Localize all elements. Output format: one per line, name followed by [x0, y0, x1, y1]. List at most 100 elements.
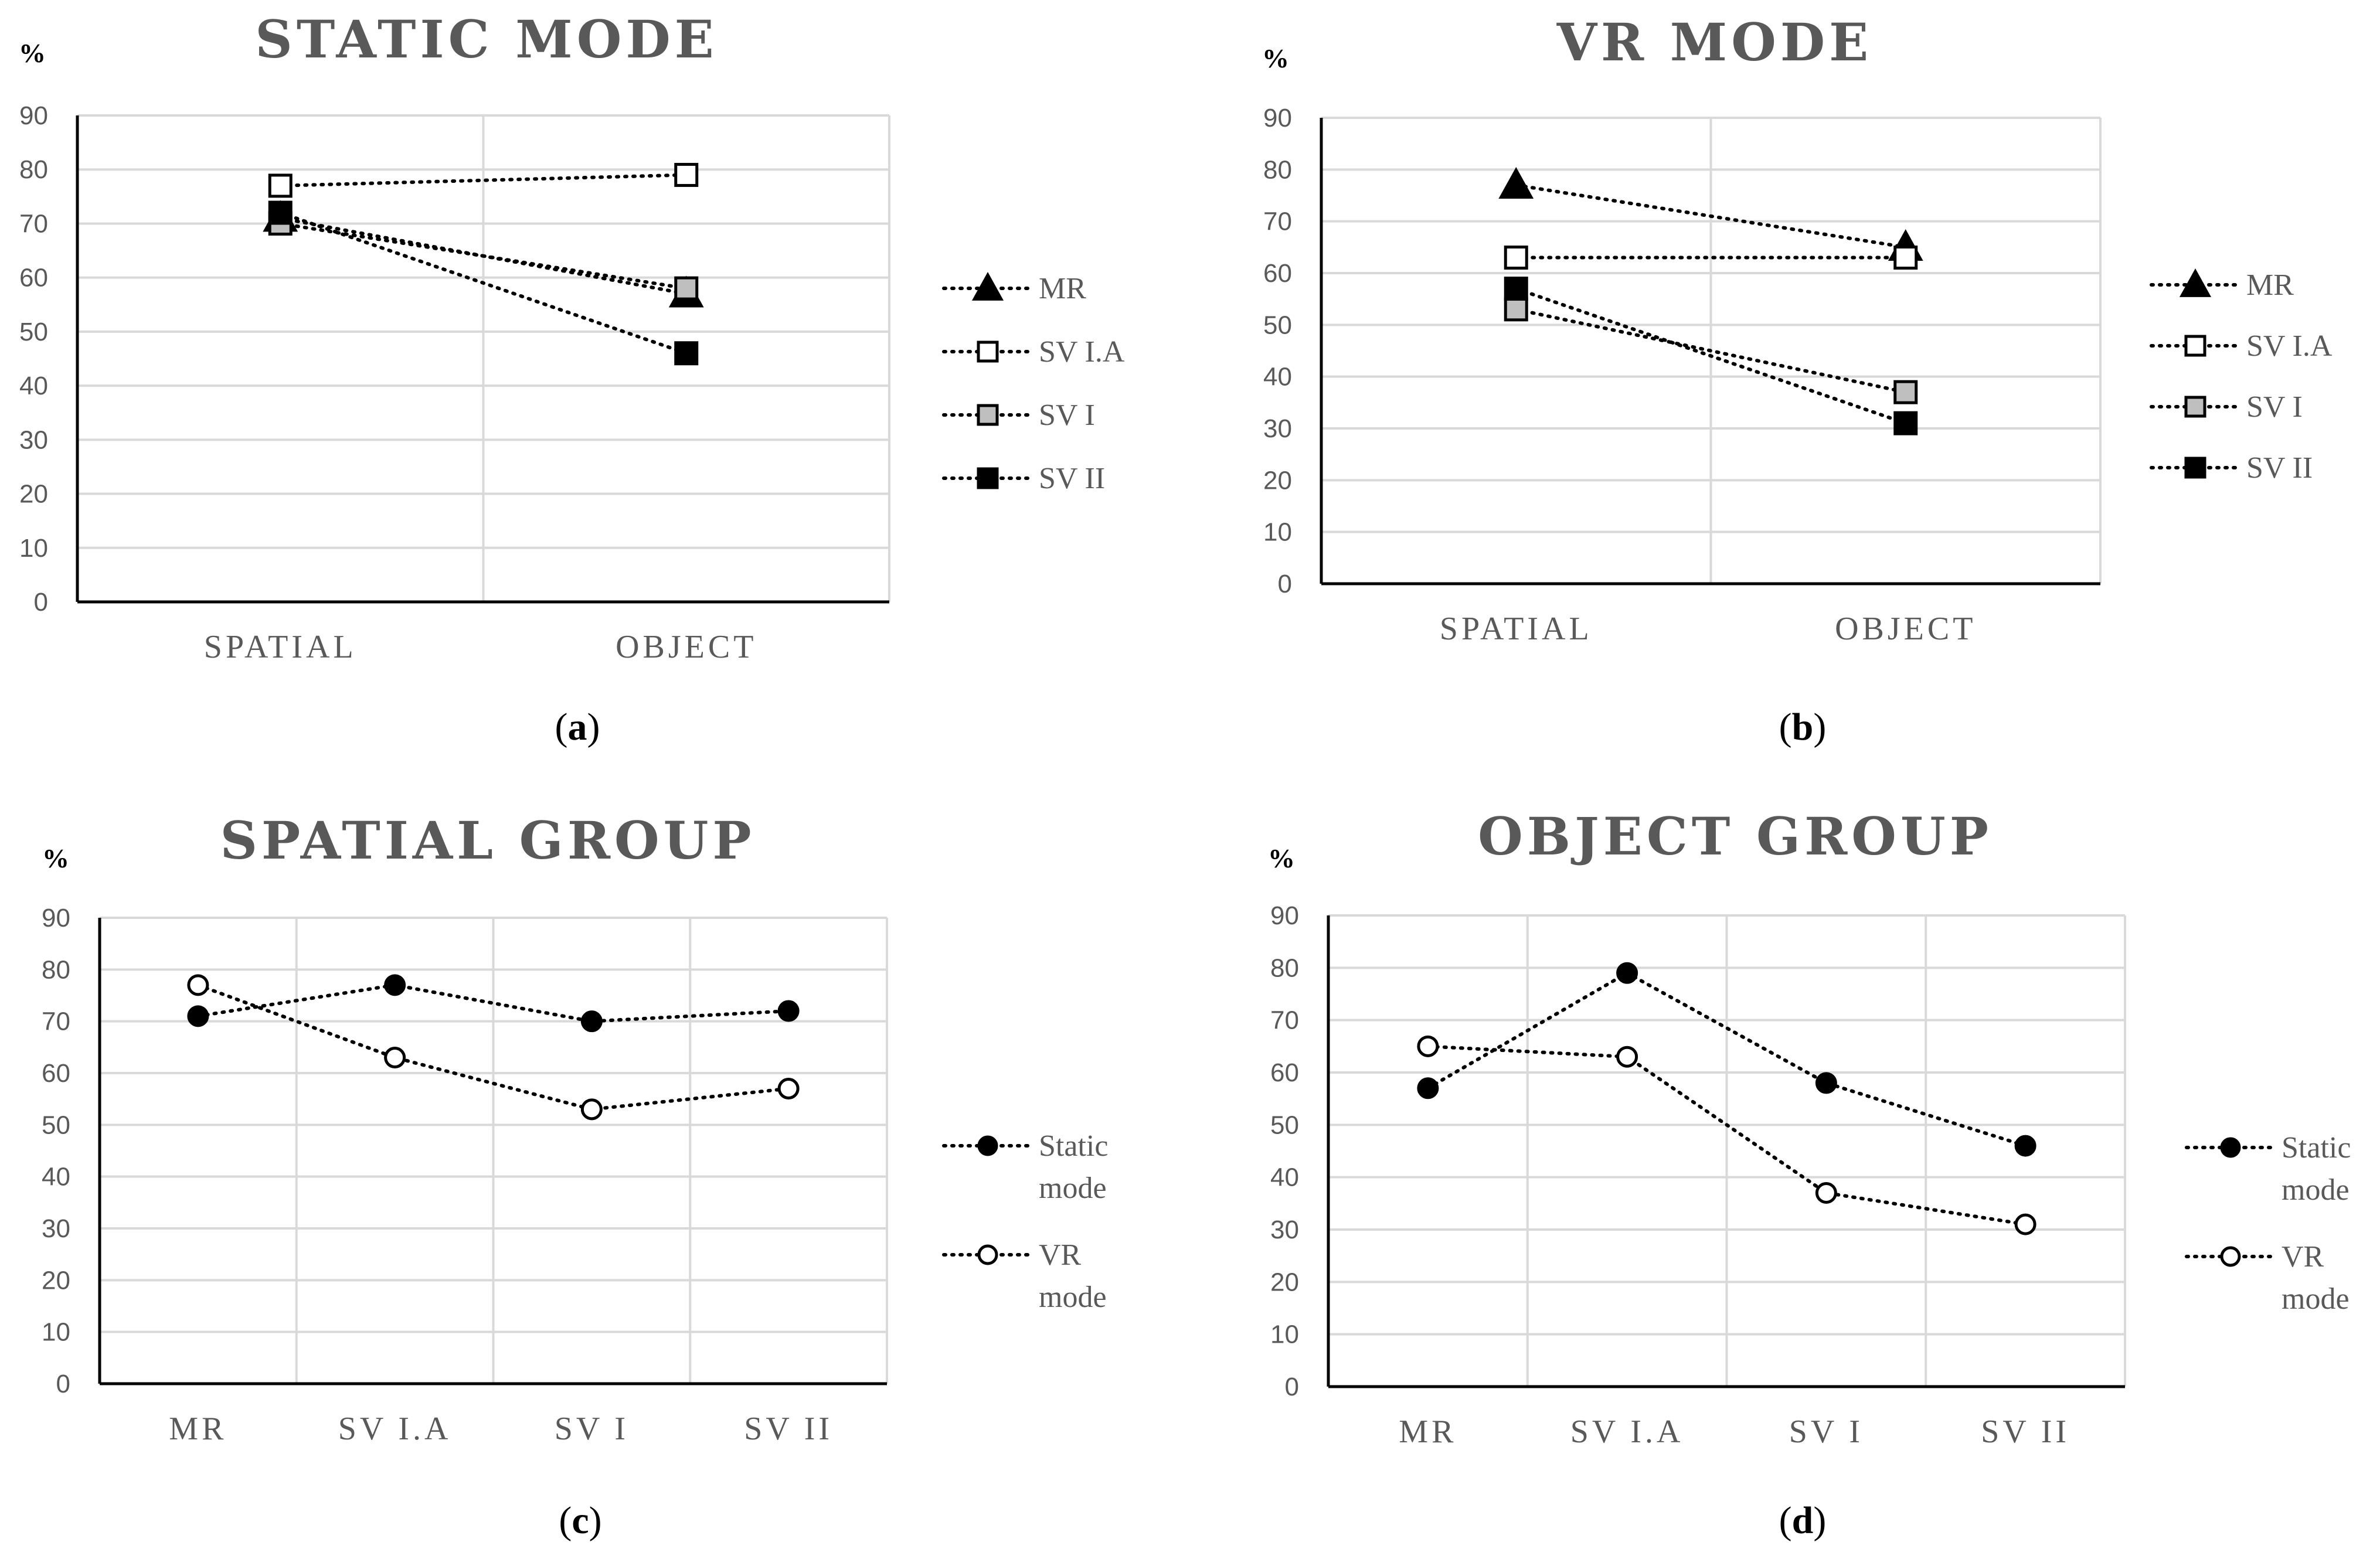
data-point	[1893, 380, 1918, 404]
y-axis-unit: %	[1268, 843, 1295, 873]
x-tick-label: MR	[169, 1411, 227, 1447]
data-point	[1504, 277, 1528, 301]
legend-marker	[2184, 335, 2206, 357]
legend-marker	[2184, 396, 2206, 418]
legend-item: SV I.A	[2150, 329, 2333, 363]
y-tick-label: 50	[19, 318, 48, 346]
legend-label: SV I	[2246, 390, 2303, 424]
legend-label: VR	[2282, 1240, 2324, 1274]
legend-label: MR	[1039, 272, 1086, 305]
legend-marker	[2179, 268, 2212, 297]
legend: Static mode VR mode	[942, 1129, 1108, 1314]
series-line	[1426, 1044, 2028, 1227]
legend: Static mode VR mode	[2185, 1131, 2351, 1316]
data-point	[1893, 411, 1918, 435]
x-tick-label: SPATIAL	[204, 629, 357, 665]
data-point	[674, 276, 699, 301]
legend-item: Static mode	[2185, 1131, 2351, 1207]
y-tick-label: 70	[1270, 1006, 1299, 1035]
legend-item: SV II	[942, 462, 1105, 495]
data-point	[1815, 1182, 1837, 1204]
y-tick-label: 0	[1285, 1373, 1299, 1401]
plot-area: 0 10 20 30 40 50 60 70 80 90 SPATIAL OBJECT	[1263, 104, 2102, 647]
data-point	[1417, 1077, 1439, 1099]
plot-area: 0 10 20 30 40 50 60 70 80 90 MR SV I.A SV I SV II	[42, 904, 888, 1447]
data-point	[1504, 246, 1528, 270]
data-point	[2014, 1213, 2036, 1235]
legend-label: Static	[2282, 1131, 2351, 1165]
y-tick-label: 30	[1270, 1215, 1299, 1244]
caption: (b)	[1779, 706, 1827, 748]
data-point	[2014, 1135, 2036, 1157]
legend-label: mode	[1039, 1281, 1107, 1314]
plot-area: 0 10 20 30 40 50 60 70 80 90 MR SV I.A SV I SV II	[1270, 901, 2126, 1450]
legend-label: mode	[2282, 1173, 2350, 1207]
data-point	[580, 1098, 603, 1121]
data-point	[187, 974, 209, 996]
y-tick-label: 80	[19, 155, 48, 184]
caption-letter: c	[572, 1499, 589, 1542]
series-line	[1514, 183, 1908, 249]
x-tick-label: SV I.A	[1570, 1414, 1684, 1450]
x-tick-label: SV II	[744, 1411, 833, 1447]
caption-letter: a	[568, 706, 587, 748]
legend-label: SV I	[1039, 399, 1095, 432]
data-point	[384, 974, 406, 996]
legend-item: MR	[2150, 268, 2294, 302]
data-point	[674, 341, 699, 366]
y-tick-label: 50	[1270, 1111, 1299, 1139]
legend-label: Static	[1039, 1129, 1108, 1163]
y-tick-label: 60	[19, 264, 48, 292]
y-tick-label: 60	[1270, 1058, 1299, 1087]
y-tick-label: 90	[19, 101, 48, 130]
data-point	[1504, 297, 1528, 322]
y-tick-label: 40	[42, 1163, 70, 1191]
x-tick-label: SPATIAL	[1440, 611, 1593, 647]
caption-letter: b	[1792, 706, 1814, 748]
y-tick-label: 40	[19, 372, 48, 400]
series-line	[196, 983, 791, 1111]
legend-item: MR	[942, 272, 1086, 305]
x-tick-label: SV I	[1789, 1414, 1864, 1450]
y-tick-label: 90	[42, 904, 70, 932]
legend-label: SV I.A	[2246, 329, 2333, 363]
y-tick-label: 0	[34, 588, 48, 617]
x-tick-label: SV I	[555, 1411, 629, 1447]
data-point	[384, 1047, 406, 1068]
y-tick-label: 0	[56, 1370, 70, 1398]
series-line	[278, 173, 688, 188]
data-point	[777, 1000, 800, 1022]
y-tick-label: 80	[42, 955, 70, 984]
data-point	[1417, 1035, 1439, 1057]
x-tick-label: SV I.A	[338, 1411, 452, 1447]
y-tick-label: 10	[1263, 518, 1292, 547]
legend-item: SV I	[2150, 390, 2303, 424]
y-axis-unit: %	[19, 38, 46, 68]
x-tick-label: SV II	[1981, 1414, 2070, 1450]
y-tick-label: 50	[1263, 311, 1292, 339]
legend-item: VR mode	[2185, 1240, 2350, 1316]
data-point	[1616, 962, 1638, 984]
legend-item: SV II	[2150, 451, 2313, 485]
legend-marker	[977, 341, 999, 363]
legend-marker	[2220, 1246, 2241, 1267]
legend: MR SV I.A SV I SV II	[2150, 268, 2333, 485]
y-tick-label: 30	[19, 425, 48, 454]
legend-marker	[977, 1244, 998, 1265]
y-tick-label: 50	[42, 1111, 70, 1139]
data-point	[580, 1010, 603, 1033]
y-tick-label: 60	[1263, 259, 1292, 288]
y-tick-label: 10	[1270, 1320, 1299, 1349]
series-line	[1514, 307, 1908, 394]
y-tick-label: 20	[42, 1266, 70, 1295]
caption: (c)	[559, 1499, 601, 1542]
series-line	[1426, 971, 2028, 1148]
y-tick-label: 80	[1270, 954, 1299, 982]
y-tick-label: 70	[1263, 207, 1292, 236]
x-tick-label: OBJECT	[1835, 611, 1976, 647]
y-tick-label: 20	[1263, 466, 1292, 495]
legend-marker	[977, 1135, 998, 1156]
legend-item: Static mode	[942, 1129, 1108, 1205]
panel-c: SPATIAL GROUP % 0 10 20 30 40 50 60 70 80 90 MR SV …	[42, 810, 1108, 1542]
legend-label: mode	[2282, 1282, 2350, 1316]
